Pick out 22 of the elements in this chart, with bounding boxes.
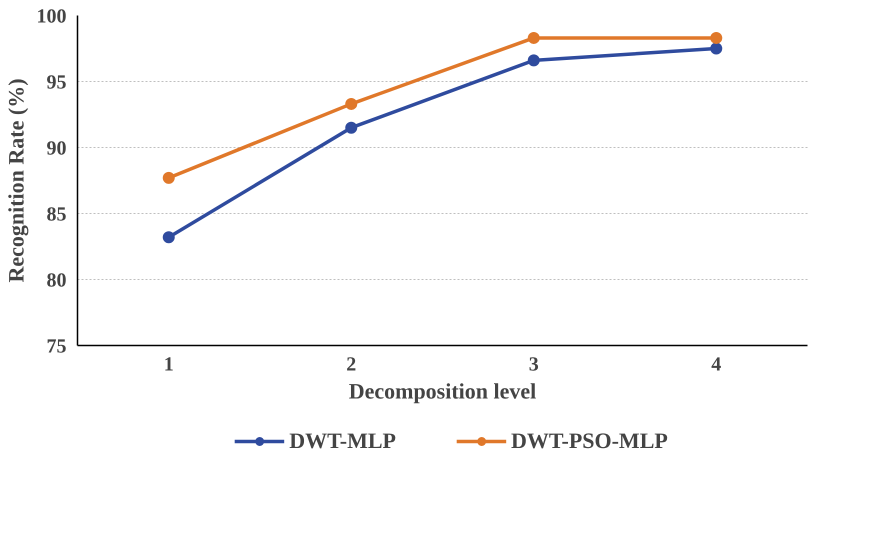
y-tick-label: 75 (46, 336, 66, 358)
y-axis-title: Recognition Rate (%) (4, 78, 28, 283)
x-tick-label: 1 (164, 354, 174, 376)
legend-label: DWT-PSO-MLP (510, 428, 668, 454)
point (345, 122, 358, 134)
point (162, 231, 175, 244)
point (345, 98, 358, 110)
point (528, 54, 540, 66)
y-tick-label: 80 (46, 270, 66, 292)
legend-label: DWT-MLP (289, 428, 396, 454)
x-axis-title: Decomposition level (348, 378, 536, 404)
point (710, 32, 722, 44)
y-tick-label: 100 (36, 6, 66, 28)
y-tick-label: 85 (46, 204, 66, 226)
point (162, 172, 175, 184)
y-tick-label: 90 (46, 138, 66, 160)
point (528, 32, 540, 44)
x-tick-label: 4 (711, 354, 722, 376)
point (710, 42, 722, 54)
x-tick-label: 3 (528, 354, 539, 376)
x-tick-label: 2 (346, 354, 356, 376)
y-tick-label: 95 (46, 72, 66, 94)
